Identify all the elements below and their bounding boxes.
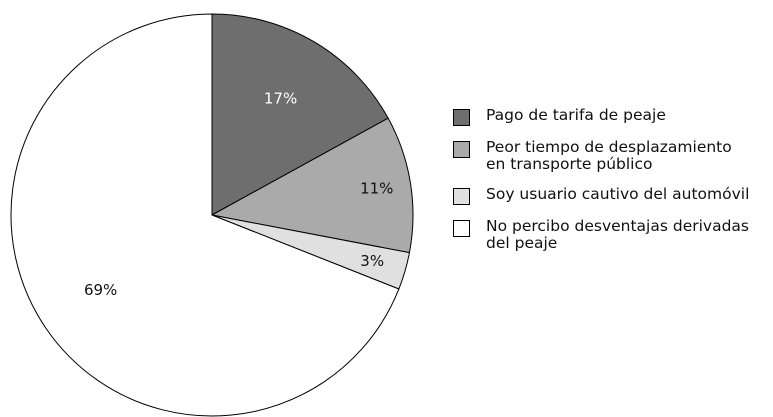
pie-slice — [210, 117, 414, 254]
legend-item: Soy usuario cautivo del automóvil — [453, 186, 773, 205]
value-label: 69% — [84, 281, 117, 299]
legend-label: Soy usuario cautivo del automóvil — [486, 185, 750, 203]
value-label: 11% — [360, 179, 393, 197]
legend-label: Pago de tarifa de peaje — [486, 106, 666, 124]
legend-label: No percibo desventajas derivadas del pea… — [486, 217, 749, 252]
pie-slice — [211, 13, 389, 216]
value-label: 17% — [264, 90, 297, 108]
legend: Pago de tarifa de peaje Peor tiempo de de… — [453, 107, 773, 265]
value-label: 3% — [360, 252, 384, 270]
legend-item: Peor tiempo de desplazamiento en transpo… — [453, 139, 773, 173]
legend-swatch — [453, 141, 470, 158]
legend-item: No percibo desventajas derivadas del pea… — [453, 218, 773, 252]
legend-swatch — [453, 188, 470, 205]
pie-slice — [10, 13, 400, 417]
legend-swatch — [453, 220, 470, 237]
legend-item: Pago de tarifa de peaje — [453, 107, 773, 126]
legend-label: Peor tiempo de desplazamiento en transpo… — [486, 138, 732, 173]
legend-swatch — [453, 109, 470, 126]
